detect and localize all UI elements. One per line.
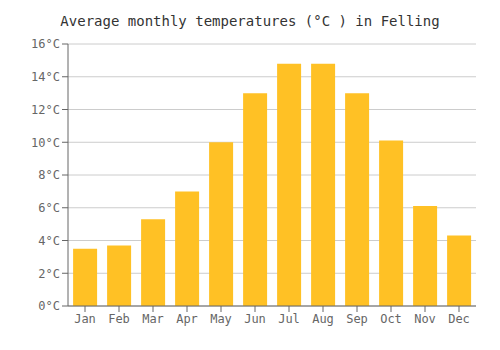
svg-text:Dec: Dec [448,312,470,326]
html-text:Average monthly temperatures (: Average monthly temperatures (°C ) in Fe… [60,13,440,29]
svg-text:12°C: 12°C [31,103,60,117]
svg-text:Apr: Apr [176,312,198,326]
svg-text:0°C: 0°C [38,299,60,313]
svg-text:2°C: 2°C [38,267,60,281]
svg-text:May: May [210,312,232,326]
svg-text:10°C: 10°C [31,136,60,150]
svg-text:Aug: Aug [312,312,334,326]
svg-text:6°C: 6°C [38,201,60,215]
svg-text:14°C: 14°C [31,70,60,84]
svg-text:8°C: 8°C [38,168,60,182]
svg-text:Sep: Sep [346,312,368,326]
svg-text:Jul: Jul [278,312,300,326]
svg-text:Jun: Jun [244,312,266,326]
svg-text:4°C: 4°C [38,234,60,248]
svg-text:Jan: Jan [74,312,96,326]
svg-text:Nov: Nov [414,312,436,326]
svg-text:16°C: 16°C [31,37,60,51]
svg-text:Feb: Feb [108,312,130,326]
svg-text:Oct: Oct [380,312,402,326]
svg-text:Mar: Mar [142,312,164,326]
